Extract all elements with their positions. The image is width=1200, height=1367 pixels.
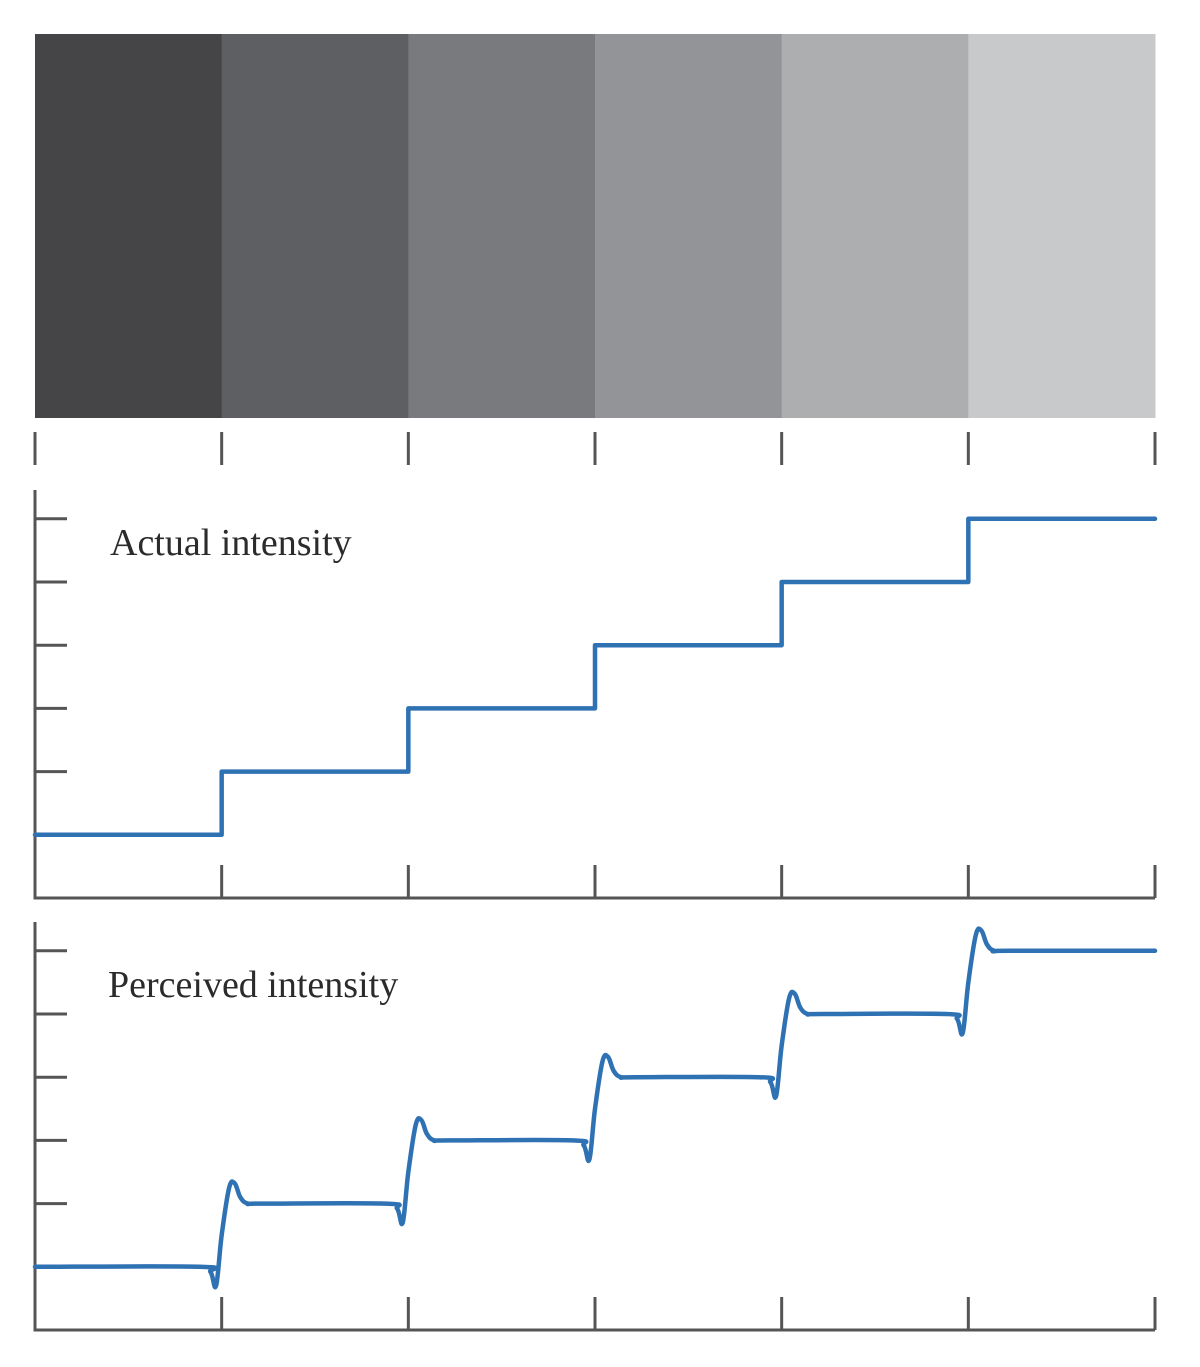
gray-band-4 <box>595 34 783 418</box>
actual-intensity-panel: Actual intensity <box>32 490 1158 900</box>
actual-intensity-line <box>32 516 1158 838</box>
band-boundary-ticks <box>33 432 1157 465</box>
gray-band-1 <box>35 34 223 418</box>
gray-band-3 <box>408 34 596 418</box>
gray-band-6 <box>968 34 1156 418</box>
actual-intensity-title: Actual intensity <box>110 522 352 564</box>
perceived-intensity-title: Perceived intensity <box>108 964 398 1006</box>
gray-band-5 <box>781 34 969 418</box>
perceived-intensity-panel: Perceived intensity <box>32 922 1158 1332</box>
perceived-intensity-line <box>32 926 1158 1290</box>
gray-band-2 <box>221 34 409 418</box>
grayscale-bands <box>35 34 1156 418</box>
